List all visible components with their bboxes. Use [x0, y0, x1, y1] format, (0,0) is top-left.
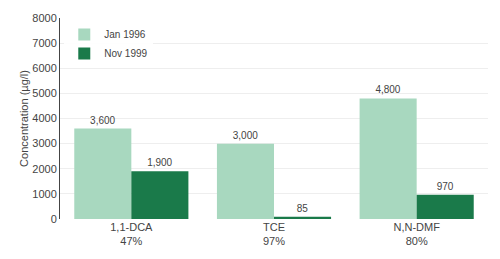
svg-text:970: 970 — [437, 181, 454, 192]
svg-text:85: 85 — [297, 203, 309, 214]
svg-text:Nov 1999: Nov 1999 — [104, 48, 147, 59]
svg-text:5000: 5000 — [32, 87, 56, 99]
svg-text:2000: 2000 — [32, 163, 56, 175]
svg-text:6000: 6000 — [32, 62, 56, 74]
svg-text:4000: 4000 — [32, 112, 56, 124]
svg-text:Concentration (µg/l): Concentration (µg/l) — [18, 70, 30, 167]
svg-text:TCE97%: TCE97% — [263, 221, 285, 247]
svg-text:3,000: 3,000 — [233, 130, 258, 141]
svg-text:3,600: 3,600 — [90, 115, 115, 126]
svg-text:8000: 8000 — [32, 12, 56, 24]
svg-text:4,800: 4,800 — [375, 84, 400, 95]
svg-text:N,N-DMF80%: N,N-DMF80% — [393, 221, 440, 247]
svg-text:0: 0 — [51, 213, 57, 225]
svg-text:Jan 1996: Jan 1996 — [104, 29, 146, 40]
svg-text:1,900: 1,900 — [147, 157, 172, 168]
svg-text:3000: 3000 — [32, 137, 56, 149]
svg-text:1,1-DCA47%: 1,1-DCA47% — [110, 221, 153, 247]
svg-text:7000: 7000 — [32, 37, 56, 49]
svg-text:1000: 1000 — [32, 188, 56, 200]
